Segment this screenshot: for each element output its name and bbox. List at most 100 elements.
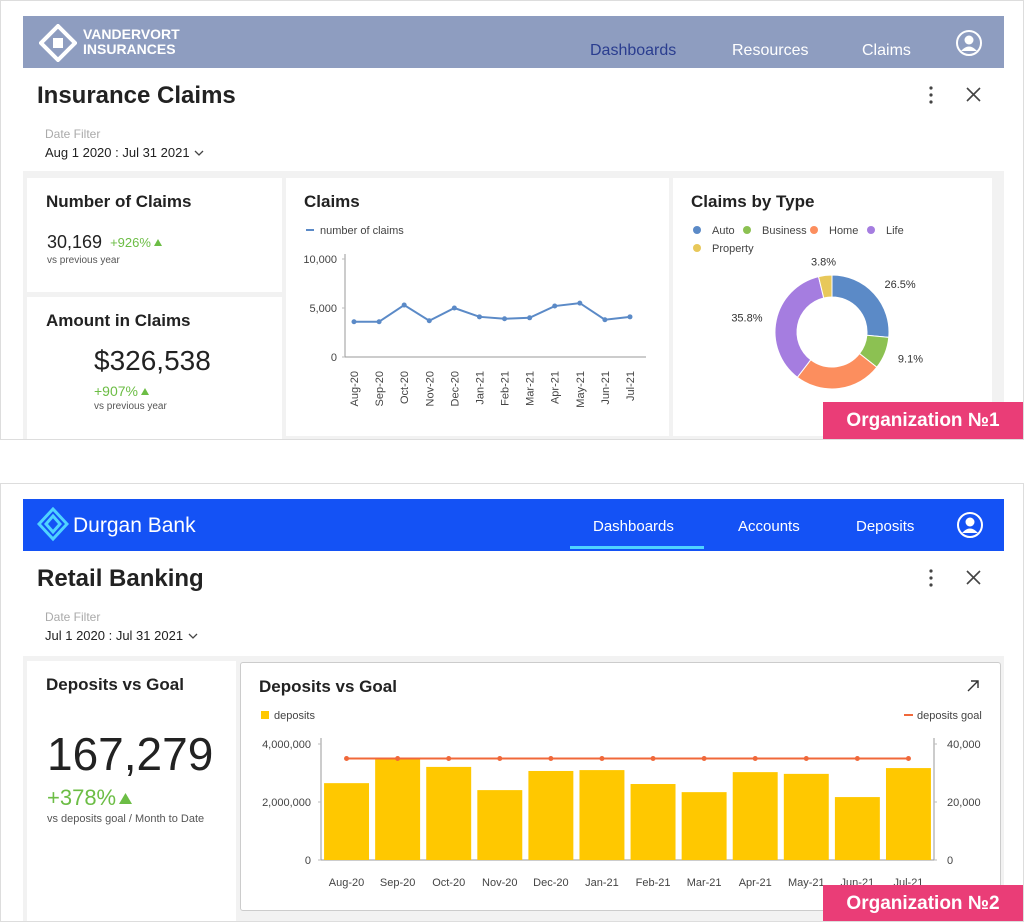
donut-chart: Claims by Type Auto Business Home Life Proper… [691,192,923,390]
chart-card: Claims by Type Auto Business Home Life Proper… [673,178,992,436]
bar [324,783,370,860]
data-label: 9.1% [898,353,923,365]
x-tick-label: Dec-20 [449,371,461,406]
point [476,314,482,320]
y-tick-label: 0 [947,855,953,867]
up-arrow [153,239,162,246]
bar [885,768,931,860]
point [552,303,558,309]
page-title: Insurance Claims [37,82,236,109]
kpi-card: Deposits vs Goal 167,279 +378% vs deposi… [27,661,236,921]
up-arrow [140,387,149,395]
point [446,756,452,761]
line-chart: Claims 0 5,000 10,000 Aug-20 Sep-20 Oct-20 Nov-… [303,192,646,408]
kpi-note: vs previous year [94,401,167,412]
kpi-value: $326,538 [94,345,211,376]
kpi-change: +926% [110,235,162,250]
nav-item[interactable]: Deposits [856,518,915,535]
x-tick-label: Mar-21 [525,371,537,406]
x-tick-label: Apr-21 [550,371,562,404]
nav-item[interactable]: Resources [732,42,809,59]
date-filter[interactable]: Aug 1 2020 : Jul 31 2021 [45,145,205,160]
legend-swatch [261,711,269,719]
bar [783,773,829,860]
slice [831,274,890,338]
x-tick-label: Oct-20 [432,877,465,889]
point [344,756,350,761]
slice [774,276,825,378]
point [395,756,401,761]
x-tick-label: Jul-21 [625,371,637,401]
page-title: Retail Banking [37,565,204,592]
point [701,756,707,761]
header: Durgan Bank Dashboards Accounts Deposits [23,499,1004,551]
bar [579,770,625,860]
badge: Organization №2 [823,885,1023,921]
y-tick-label: 0 [331,352,337,364]
kpi-note: vs previous year [47,255,120,266]
kpi-change-text: +378% [47,785,117,810]
chevron [188,633,198,639]
bar [834,797,880,860]
panel: Durgan Bank Dashboards Accounts Deposits… [0,483,1024,922]
user-icon[interactable] [955,29,983,57]
point [602,317,608,323]
chart-card: Deposits vs Goal 0 2,000,000 4,000,000 0 20,0… [240,662,1001,911]
point [548,756,554,761]
nav-item[interactable]: Dashboards [593,518,674,535]
x-tick-label: Jan-21 [585,877,619,889]
bar [630,784,676,860]
badge: Organization №1 [823,402,1023,439]
legend-swatch [693,244,701,252]
x-tick-label: Jan-21 [474,371,486,405]
point [752,756,758,761]
bar [426,766,472,860]
filter-value: Aug 1 2020 : Jul 31 2021 [45,145,190,160]
toolbar-icons[interactable] [921,85,991,105]
point [401,302,407,308]
nav-item[interactable]: Accounts [738,518,800,535]
x-tick-label: Sep-20 [374,371,386,406]
toolbar-icons[interactable] [921,568,991,588]
chart-title: Claims [304,192,360,211]
legend-label: Life [886,225,904,237]
nav-item[interactable]: Dashboards [590,42,677,59]
y-tick-label: 10,000 [303,254,337,266]
date-filter[interactable]: Jul 1 2020 : Jul 31 2021 [45,628,199,643]
kpi-value: 30,169 [47,232,103,252]
brand: VANDERVORT INSURANCES [83,27,180,57]
chart-title: Claims by Type [691,192,814,211]
brand-line: VANDERVORT [83,26,180,42]
x-tick-label: Oct-20 [399,371,411,404]
nav-underline [570,546,704,549]
point [854,756,860,761]
legend-label: Auto [712,225,735,237]
kpi-row: 30,169 +926% [47,232,162,253]
point [426,318,432,324]
legend-label: number of claims [320,225,404,237]
x-tick-label: Sep-20 [380,877,415,889]
kpi-note: vs deposits goal / Month to Date [47,813,205,825]
chart-card: Claims 0 5,000 10,000 Aug-20 Sep-20 Oct-20 Nov-… [286,178,669,436]
point [627,314,633,320]
chart-title: Deposits vs Goal [259,677,397,696]
slice [817,274,833,299]
kpi-card: Amount in Claims $326,538 +907% vs previ… [27,297,282,439]
point [497,756,503,761]
nav-item[interactable]: Claims [862,42,911,59]
x-tick-label: Aug-20 [349,371,361,406]
brand: Durgan Bank [73,514,196,537]
kpi-card: Number of Claims 30,169 +926% vs previou… [27,178,282,292]
point [451,305,457,311]
y-tick-label: 40,000 [947,739,981,751]
bar [477,790,523,860]
user-icon[interactable] [956,511,984,539]
data-label: 26.5% [885,279,916,291]
up-arrow [119,792,133,804]
header: VANDERVORT INSURANCES Dashboards Resourc… [23,16,1004,68]
point [351,319,357,325]
bar-chart: Deposits vs Goal 0 2,000,000 4,000,000 0 20,0… [259,677,982,889]
legend-swatch [693,226,701,234]
x-tick-label: May-21 [788,877,825,889]
